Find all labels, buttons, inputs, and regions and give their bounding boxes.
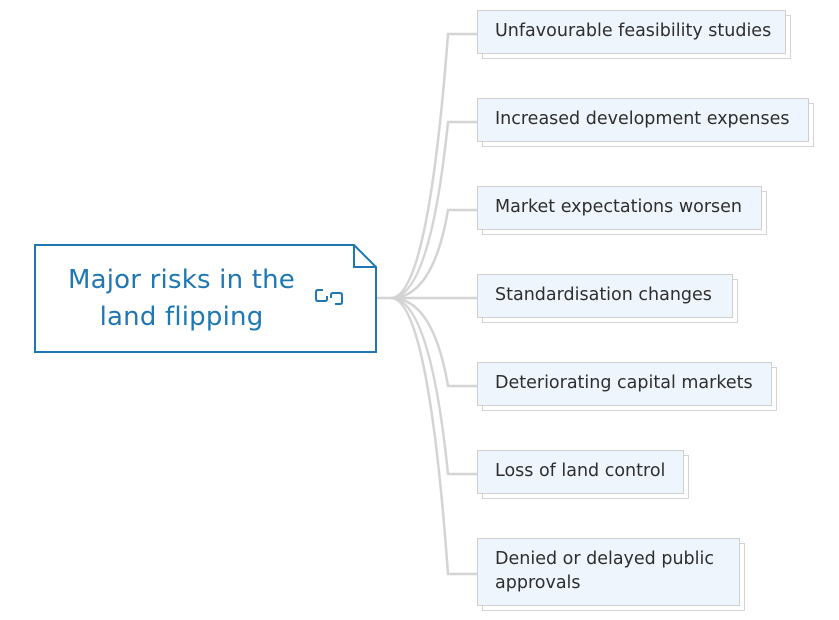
branch-card	[477, 98, 809, 142]
connector-line	[377, 32, 477, 300]
branch-card	[477, 538, 740, 606]
branch-topic-label: Market expectations worsen	[495, 197, 743, 217]
branch-card	[477, 450, 684, 494]
branch-card	[477, 362, 772, 406]
branch-card	[477, 186, 762, 230]
branch-topic-3[interactable]: Market expectations worsen	[477, 186, 767, 235]
branch-card	[477, 10, 786, 54]
branch-topic-7[interactable]: Denied or delayed public approvals	[477, 538, 745, 611]
root-topic-title: Major risks in the land flipping	[67, 265, 295, 332]
branch-topic-label: Denied or delayed public approvals	[495, 549, 715, 593]
branch-topic-5[interactable]: Deteriorating capital markets	[477, 362, 777, 411]
branch-topic-label: Unfavourable feasibility studies	[495, 21, 772, 41]
branch-topic-label: Increased development expenses	[495, 109, 790, 129]
branch-topic-label: Loss of land control	[495, 461, 666, 481]
branch-topic-2[interactable]: Increased development expenses	[477, 98, 814, 147]
connector-line	[390, 120, 477, 300]
branch-topic-label: Standardisation changes	[495, 285, 712, 305]
connector-line	[390, 296, 477, 476]
connector-line	[390, 296, 477, 388]
connector-line	[390, 208, 477, 300]
connector-line	[390, 296, 477, 576]
branch-card	[477, 274, 733, 318]
root-topic[interactable]: Major risks in the land flipping	[34, 244, 377, 353]
root-topic-shape	[34, 244, 377, 353]
branch-topic-1[interactable]: Unfavourable feasibility studies	[477, 10, 791, 59]
branch-topic-label: Deteriorating capital markets	[495, 373, 753, 393]
link-icon[interactable]	[314, 286, 344, 308]
branch-topic-6[interactable]: Loss of land control	[477, 450, 689, 499]
branch-topic-4[interactable]: Standardisation changes	[477, 274, 738, 323]
